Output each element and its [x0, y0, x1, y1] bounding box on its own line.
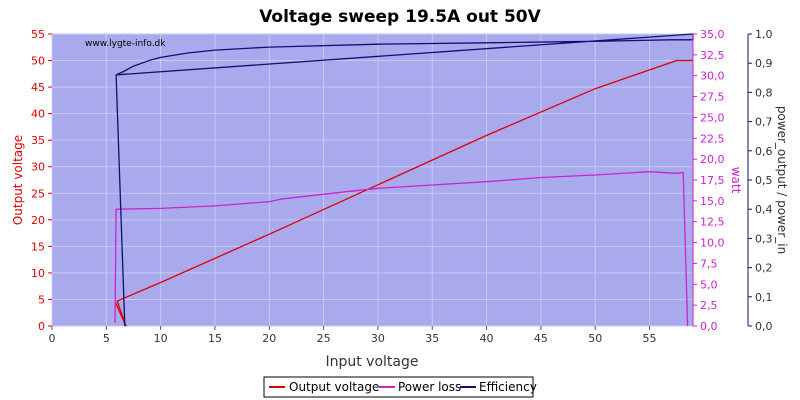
- y-left-tick-label: 5: [38, 293, 45, 306]
- y-right2-tick-label: 0,3: [755, 232, 773, 245]
- chart-title: Voltage sweep 19.5A out 50V: [259, 7, 541, 27]
- x-tick-label: 40: [480, 332, 494, 345]
- x-tick-label: 30: [371, 332, 385, 345]
- y-right2-tick-label: 0,2: [755, 262, 773, 275]
- y-right1-tick-label: 15,0: [700, 195, 725, 208]
- y-left-tick-label: 55: [31, 28, 45, 41]
- y-right1-tick-label: 5,0: [700, 278, 718, 291]
- x-tick-label: 0: [49, 332, 56, 345]
- x-tick-label: 10: [154, 332, 168, 345]
- x-tick-label: 35: [425, 332, 439, 345]
- x-tick-label: 55: [643, 332, 657, 345]
- axes: 0 5 10 15 20 25 30 35 40 45 50 55 0 5 10 15 20 25 30 35 40 45…: [31, 28, 773, 345]
- y-left-tick-label: 20: [31, 214, 45, 227]
- y-right1-axis-title: watt: [729, 167, 743, 194]
- legend: Output voltage Power loss Efficiency: [263, 376, 537, 398]
- grid: [51, 33, 693, 327]
- y-right1-tick-label: 27,5: [700, 91, 725, 104]
- y-right1-tick-label: 10,0: [700, 237, 725, 250]
- y-left-tick-label: 50: [31, 55, 45, 68]
- y-right2-tick-label: 0,5: [755, 174, 773, 187]
- x-tick-label: 15: [208, 332, 222, 345]
- y-right1-tick-label: 35,0: [700, 28, 725, 41]
- y-left-tick-label: 45: [31, 81, 45, 94]
- legend-box: [263, 376, 534, 398]
- y-right2-tick-label: 0,6: [755, 145, 773, 158]
- y-left-tick-label: 25: [31, 187, 45, 200]
- legend-label-efficiency: Efficiency: [479, 380, 537, 394]
- plot-area: [51, 33, 694, 327]
- y-right1-tick-label: 20,0: [700, 153, 725, 166]
- y-right2-tick-label: 0,1: [755, 291, 773, 304]
- y-right1-tick-label: 22,5: [700, 132, 725, 145]
- y-left-tick-label: 30: [31, 161, 45, 174]
- x-tick-label: 45: [534, 332, 548, 345]
- x-axis-title: Input voltage: [325, 354, 418, 370]
- x-tick-label: 50: [588, 332, 602, 345]
- watermark: www.lygte-info.dk: [85, 39, 166, 49]
- y-right1-tick-label: 17,5: [700, 174, 725, 187]
- y-right2-tick-label: 0,9: [755, 57, 773, 70]
- y-right1-tick-label: 25,0: [700, 111, 725, 124]
- y-right1-tick-label: 12,5: [700, 216, 725, 229]
- y-right1-tick-label: 0,0: [700, 320, 718, 333]
- x-tick-label: 25: [317, 332, 331, 345]
- legend-label-output-voltage: Output voltage: [289, 380, 379, 394]
- y-right2-tick-label: 0,8: [755, 86, 773, 99]
- y-left-tick-label: 15: [31, 240, 45, 253]
- y-right1-tick-label: 30,0: [700, 70, 725, 83]
- x-tick-label: 5: [103, 332, 110, 345]
- y-right2-tick-label: 1,0: [755, 28, 773, 41]
- legend-label-power-loss: Power loss: [398, 380, 461, 394]
- y-right1-tick-label: 7,5: [700, 257, 718, 270]
- y-left-tick-label: 0: [38, 320, 45, 333]
- y-right1-tick-label: 2,5: [700, 299, 718, 312]
- y-right1-tick-label: 32,5: [700, 49, 725, 62]
- y-right2-tick-label: 0,4: [755, 203, 773, 216]
- x-tick-label: 20: [262, 332, 276, 345]
- y-left-axis-title: Output voltage: [11, 135, 25, 225]
- series-line-output-voltage: [114, 59, 693, 327]
- series-line-power-loss: [114, 171, 689, 327]
- y-left-tick-label: 40: [31, 108, 45, 121]
- y-right2-tick-label: 0,0: [755, 320, 773, 333]
- y-left-tick-label: 10: [31, 267, 45, 280]
- y-right2-axis-title: power_output / power_in: [775, 106, 789, 254]
- y-right2-tick-label: 0,7: [755, 116, 773, 129]
- y-left-tick-label: 35: [31, 134, 45, 147]
